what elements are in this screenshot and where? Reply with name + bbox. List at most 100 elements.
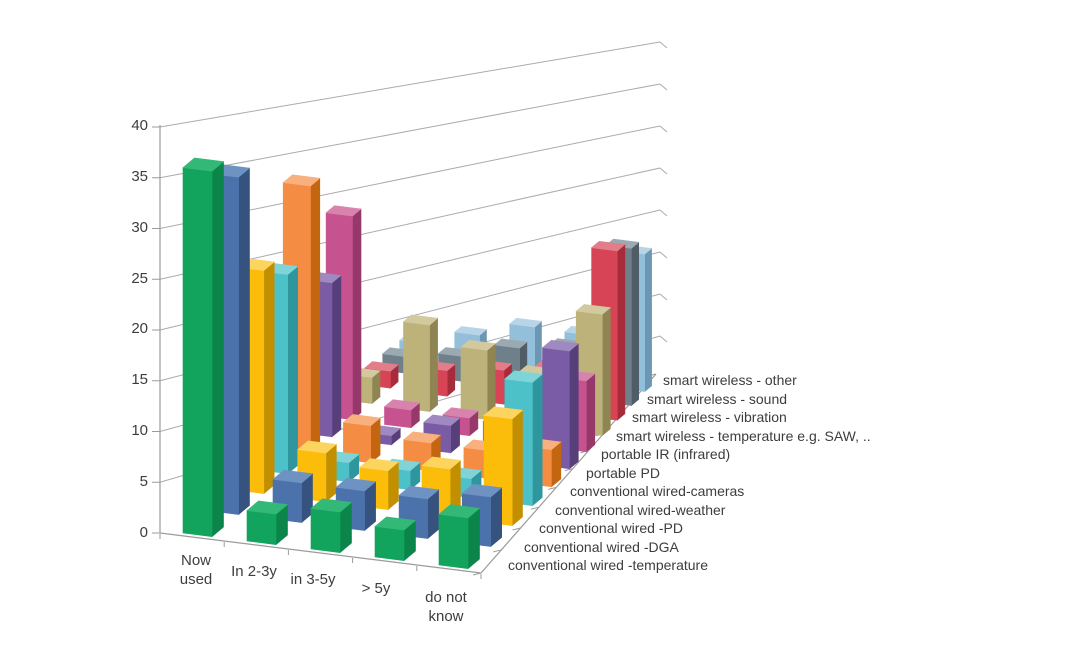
category-label-gt-5y: > 5y (361, 580, 391, 597)
bar-top-s0-c4 (438, 504, 481, 519)
bar-top-s4-c1 (342, 414, 381, 427)
bar-side-s3-c4 (532, 373, 543, 507)
bar-side-s1-c0 (238, 167, 250, 516)
grid-line-40 (159, 41, 661, 128)
category-label-in-3-5y: in 3-5y (290, 571, 336, 588)
grid-line-end-tick (659, 83, 668, 91)
bar-top-s7-c1 (402, 314, 439, 326)
series-label-portable-pd: portable PD (586, 465, 660, 481)
category-label-now-used: Now used (179, 552, 213, 588)
bar-top-s0-c1 (246, 500, 289, 515)
bar-side-s10-c4 (644, 247, 652, 393)
bar-side-s6-c4 (585, 373, 596, 453)
bar-top-s7-c4 (575, 304, 612, 315)
bar-top-s1-c2 (335, 477, 377, 492)
bar-side-s4-c0 (310, 177, 321, 456)
series-label-conventional-temperature: conventional wired -temperature (508, 557, 708, 573)
grid-line-end-tick (659, 167, 668, 175)
series-label-smart-wireless-other: smart wireless - other (663, 372, 797, 388)
grid-line-end-tick (659, 251, 668, 259)
bar-side-s1-c4 (490, 487, 503, 548)
grid-line-35 (159, 83, 661, 179)
grid-line-end-tick (659, 209, 668, 217)
bar-top-s1-c3 (398, 485, 440, 500)
bar-top-s10-c2 (508, 317, 543, 328)
bar-side-s7-c1 (429, 317, 438, 413)
bar-s0-c4 (438, 513, 469, 569)
bar-top-s3-c4 (503, 370, 543, 383)
y-tick-label-30: 30 (131, 219, 148, 236)
depth-axis-tick (530, 506, 540, 510)
bar-s7-c2 (460, 346, 488, 420)
depth-axis-tick (493, 549, 502, 553)
bar-top-s1-c4 (461, 483, 503, 498)
bar-side-s7-c4 (601, 306, 611, 437)
y-tick-label-25: 25 (131, 270, 148, 287)
bar-top-s4-c0 (282, 174, 321, 187)
bar-side-s5-c0 (331, 274, 342, 438)
y-tick-label-35: 35 (131, 168, 148, 185)
bar-side-s5-c4 (569, 342, 579, 470)
bar-top-s6-c0 (325, 205, 362, 217)
grid-line-end-tick (659, 335, 668, 343)
bar-top-s6-c1 (383, 399, 421, 411)
bar-side-s6-c0 (352, 208, 362, 421)
category-label-do-not-know: do not know (425, 589, 467, 625)
bar-s6-c1 (384, 406, 412, 429)
bar-s0-c0 (182, 167, 213, 537)
series-label-portable-ir: portable IR (infrared) (601, 446, 731, 462)
bar-side-s2-c1 (325, 443, 337, 503)
bar-top-s5-c2 (423, 414, 461, 426)
y-tick-label-5: 5 (139, 473, 148, 490)
series-label-conventional-pd: conventional wired -PD (539, 520, 683, 536)
bar-side-s2-c4 (511, 409, 523, 527)
grid-line-end-tick (659, 41, 668, 49)
bar-top-s7-c2 (460, 339, 496, 351)
bar-top-s8-c4 (590, 240, 626, 252)
bar-top-s0-c3 (374, 516, 417, 531)
y-tick-label-40: 40 (131, 117, 148, 134)
depth-axis-tick (548, 486, 557, 490)
category-label-in-2-3y: In 2-3y (231, 563, 277, 580)
depth-axis-tick (564, 468, 573, 472)
series-label-smart-wireless-temperature: smart wireless - temperature e.g. SAW, .… (616, 428, 871, 444)
bar-top-s2-c2 (359, 458, 400, 472)
bar-top-s2-c4 (483, 406, 524, 420)
grid-line-end-tick (659, 125, 668, 133)
series-label-smart-wireless-sound: smart wireless - sound (647, 391, 788, 407)
bar-top-s0-c2 (310, 498, 353, 513)
depth-axis-tick (472, 572, 482, 576)
bar-s0-c1 (246, 510, 277, 545)
bar-top-s9-c2 (493, 338, 528, 349)
depth-axis-tick (512, 527, 521, 531)
bar-side-s2-c0 (263, 261, 275, 495)
category-axis (159, 532, 482, 574)
bar-top-s0-c0 (182, 157, 225, 172)
bar-top-s2-c3 (421, 456, 462, 470)
bar-top-s5-c4 (541, 339, 580, 352)
series-label-conventional-cameras: conventional wired-cameras (570, 483, 745, 499)
bar-side-s3-c0 (287, 265, 298, 475)
depth-axis (480, 373, 657, 574)
bar-side-s0-c4 (467, 507, 480, 570)
bar-top-s10-c1 (453, 326, 488, 336)
series-label-conventional-dga: conventional wired -DGA (524, 539, 679, 555)
bar-top-s1-c1 (272, 469, 314, 484)
y-tick-label-10: 10 (131, 422, 148, 439)
y-tick-label-20: 20 (131, 320, 148, 337)
bar-top-s6-c2 (442, 407, 479, 419)
bar-s0-c3 (374, 526, 405, 561)
bar-top-s2-c1 (296, 440, 338, 454)
bar-s7-c1 (403, 321, 430, 412)
bar-side-s0-c0 (211, 160, 224, 538)
bar-top-s8-c0 (364, 361, 399, 372)
y-tick-label-0: 0 (139, 524, 148, 541)
bar-s0-c2 (310, 508, 341, 553)
y-tick-label-15: 15 (131, 371, 148, 388)
series-label-conventional-weather: conventional wired-weather (555, 502, 726, 518)
bar-side-s9-c4 (631, 241, 640, 407)
bar-side-s8-c4 (616, 243, 626, 421)
grid-line-end-tick (659, 293, 668, 301)
